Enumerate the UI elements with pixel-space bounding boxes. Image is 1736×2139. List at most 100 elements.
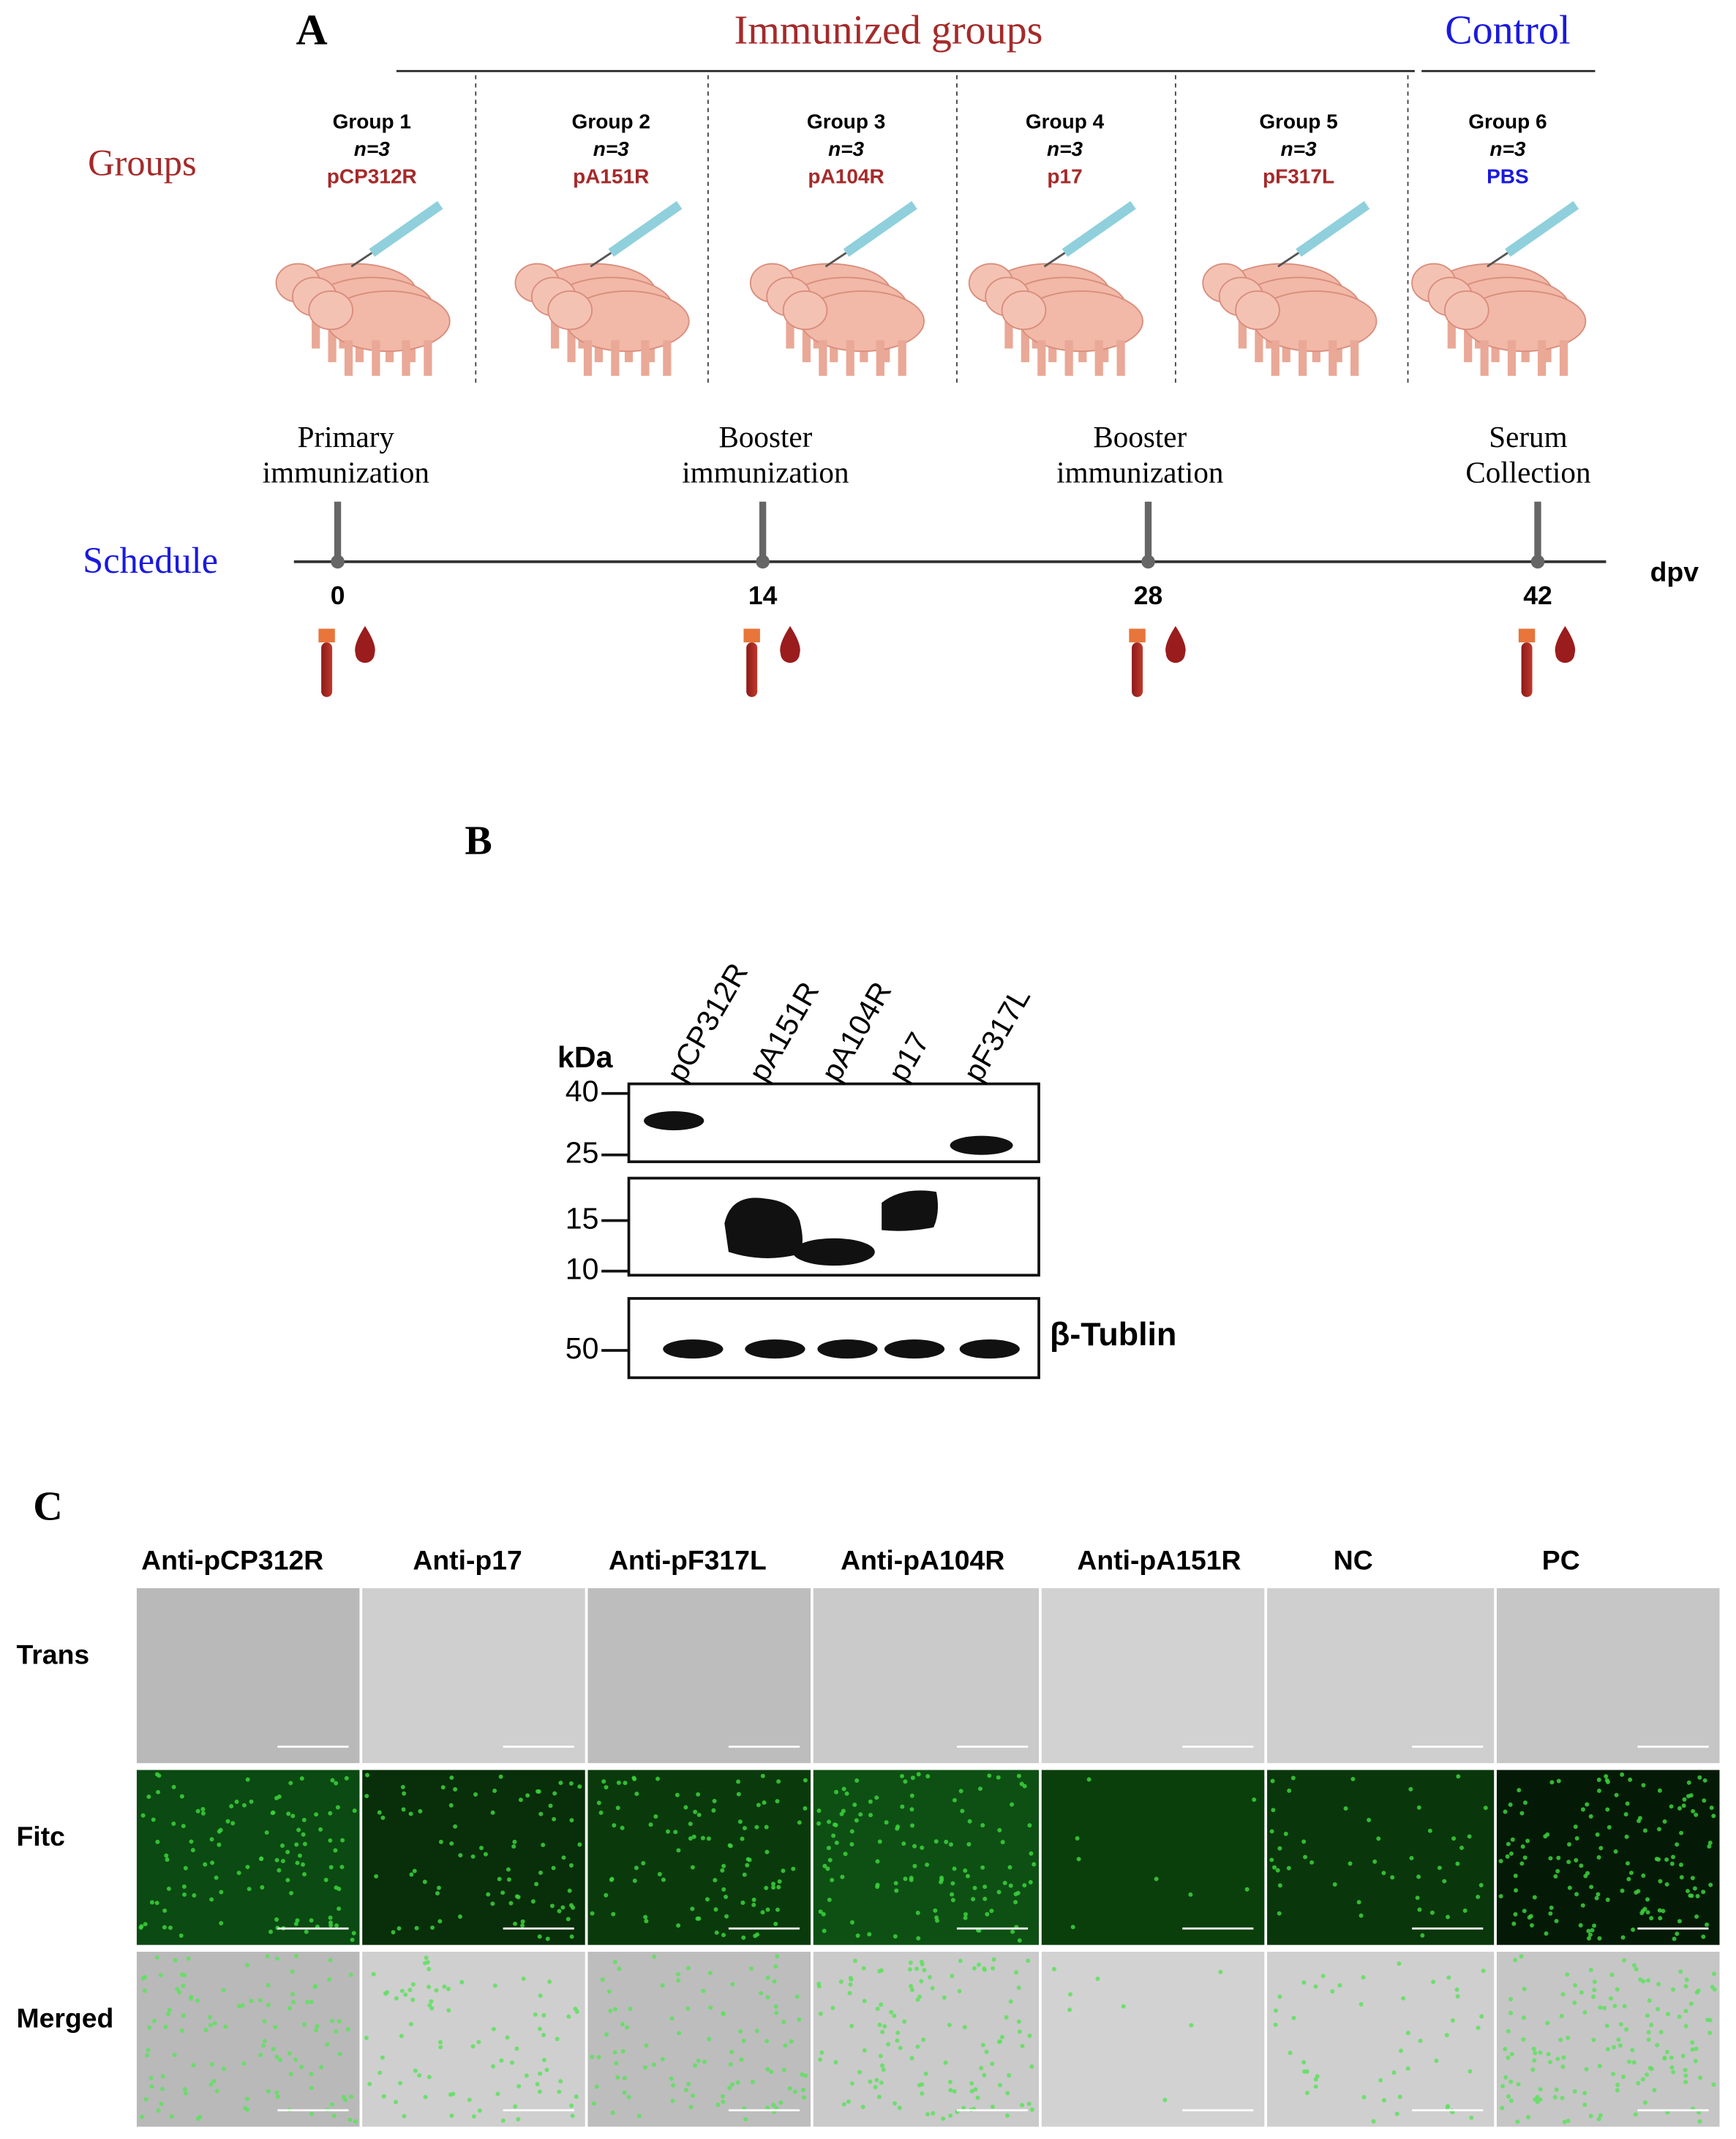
fluorescent-cell (341, 2094, 346, 2099)
group-n: n=3 (354, 138, 390, 160)
fluorescent-cell (1646, 2037, 1651, 2042)
fluorescent-cell (500, 1890, 506, 1895)
fluorescent-cell (1399, 2048, 1404, 2053)
fluorescent-cell (492, 1983, 497, 1988)
fluorescent-cell (334, 1781, 339, 1786)
fluorescent-cell (868, 1813, 873, 1818)
fluorescent-cell (1633, 2112, 1638, 2117)
fluorescent-cell (349, 2094, 354, 2099)
lane-label: pA151R (742, 976, 825, 1087)
pig-head (1235, 290, 1280, 331)
fluorescent-cell (997, 2083, 1002, 2088)
fluorescent-cell (1578, 1922, 1583, 1928)
fluorescent-cell (1573, 1982, 1578, 1988)
group-n: n=3 (1281, 138, 1317, 160)
fluorescent-cell (1020, 2043, 1025, 2048)
fluorescent-cell (1546, 2052, 1551, 2057)
fluorescent-cell (423, 2094, 428, 2099)
fluorescent-cell (152, 2018, 157, 2023)
fluorescent-cell (963, 1868, 968, 1873)
fluorescent-cell (1626, 1876, 1631, 1882)
column-label: Anti-pA104R (841, 1544, 1004, 1575)
needle (350, 252, 373, 268)
fluorescent-cell (1645, 1910, 1650, 1915)
fluorescent-cell (1515, 2119, 1520, 2124)
fluorescent-cell (1697, 2119, 1702, 2124)
fluorescent-cell (448, 1802, 454, 1808)
fluorescent-cell (274, 1857, 279, 1862)
fluorescent-cell (329, 2102, 334, 2107)
fluorescent-cell (632, 1879, 637, 1883)
fluorescent-cell (569, 1818, 574, 1823)
fluorescent-cell (514, 1894, 519, 1899)
fluorescent-cell (914, 1966, 920, 1971)
fluorescent-cell (1683, 2067, 1688, 2072)
fluorescent-cell (179, 1933, 184, 1938)
tubulin-band (817, 1339, 878, 1359)
needle (824, 252, 847, 268)
fluorescent-cell (990, 2104, 995, 2109)
fluorescent-cell (843, 1852, 848, 1857)
fluorescent-cell (760, 1773, 765, 1778)
fluorescent-cell (203, 2028, 208, 2033)
fluorescent-cell (1076, 1857, 1081, 1862)
fluorescent-cell (903, 1779, 908, 1784)
fluorescent-cell (157, 1773, 162, 1778)
fluorescent-cell (1664, 1857, 1669, 1862)
fluorescent-cell (848, 1982, 853, 1987)
pig-head (1001, 290, 1047, 331)
fluorescent-cell (569, 1934, 574, 1939)
fluorescent-cell (418, 1808, 423, 1813)
fluorescent-cell (183, 1865, 188, 1871)
fluorescent-cell (413, 2068, 418, 2073)
fluorescent-cell (714, 1930, 719, 1935)
fluorescent-cell (1628, 1871, 1634, 1876)
band (644, 1110, 704, 1131)
fluorescent-cell (1004, 2113, 1010, 2118)
fluorescent-cell (1677, 1919, 1682, 1924)
fluorescent-cell (1592, 1988, 1597, 1993)
fluorescent-cell (919, 1979, 924, 1984)
fluorescent-cell (417, 2073, 422, 2078)
fluorescent-cell (1683, 2073, 1688, 2078)
fluorescent-cell (181, 1884, 187, 1889)
fluorescent-cell (893, 1933, 898, 1939)
fluorescent-cell (438, 1839, 443, 1844)
fluorescent-cell (302, 2022, 307, 2027)
fluorescent-cell (164, 1853, 169, 1858)
pig-leg (402, 340, 410, 376)
fluorescent-cell (1029, 2064, 1034, 2070)
fluorescent-cell (748, 1966, 754, 1971)
fluorescent-cell (1560, 1992, 1566, 1997)
fluorescent-cell (1359, 1913, 1364, 1918)
fluorescent-cell (997, 1827, 1002, 1832)
fluorescent-cell (644, 2043, 649, 2048)
fluorescent-cell (969, 2089, 974, 2094)
fluorescent-cell (1598, 2113, 1603, 2118)
fluorescent-cell (1051, 1966, 1056, 1971)
fluorescent-cell (1661, 1909, 1666, 1914)
fluorescent-cell (854, 1778, 860, 1783)
fluorescent-cell (1467, 1834, 1472, 1839)
fluorescent-cell (557, 2089, 562, 2094)
fluorescent-cell (849, 1842, 854, 1847)
pig-leg (1464, 326, 1473, 363)
fluorescent-cell (928, 1974, 932, 1980)
fluorescent-cell (803, 1805, 808, 1811)
fluorescent-cell (1506, 2029, 1511, 2034)
fluorescent-cell (513, 1921, 518, 1926)
fluorescent-cell (1026, 1958, 1031, 1963)
fluorescent-cell (669, 2076, 674, 2081)
fluorescent-cell (1589, 1884, 1594, 1890)
fluorescent-cell (377, 1810, 382, 1815)
fluorescent-cell (377, 2070, 383, 2075)
fluorescent-cell (1597, 1936, 1602, 1941)
fluorescent-cell (707, 2037, 712, 2042)
fluorescent-cell (249, 1999, 254, 2004)
fluorescent-cell (149, 1900, 154, 1905)
fluorescent-cell (476, 2040, 481, 2045)
pig-leg (819, 340, 827, 376)
fluorescent-cell (764, 1885, 769, 1890)
fluorescent-cell (729, 2050, 734, 2055)
event-label: Booster (1093, 420, 1187, 454)
